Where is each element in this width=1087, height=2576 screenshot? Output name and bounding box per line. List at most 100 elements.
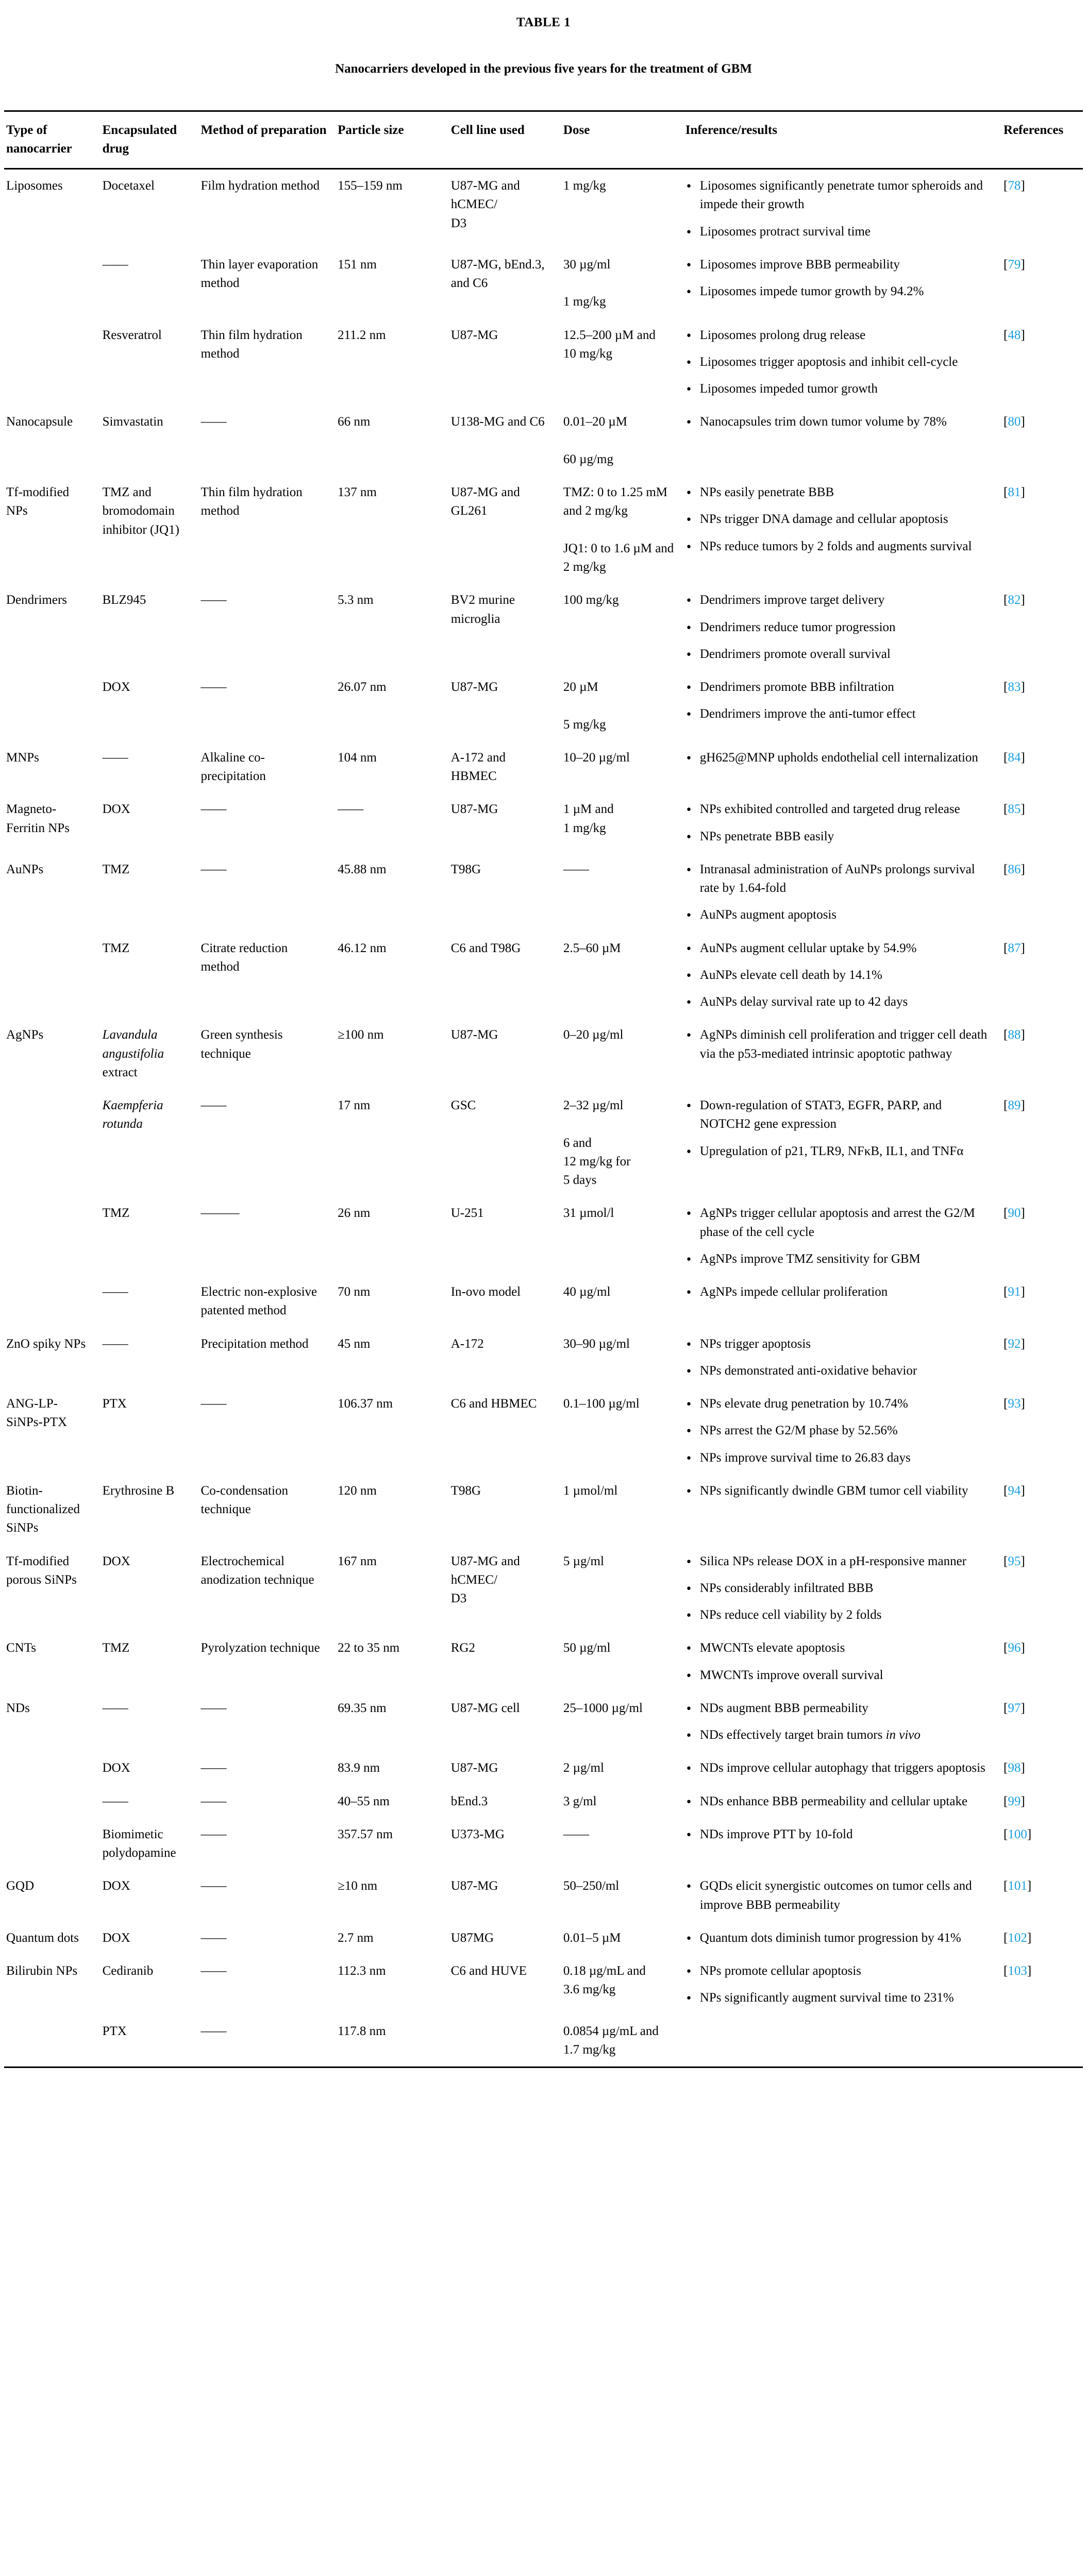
reference-bracket-close: ]	[1021, 593, 1025, 607]
cell-references: [83]	[1001, 671, 1083, 741]
inference-list: Nanocapsules trim down tumor volume by 7…	[685, 412, 994, 432]
cell-inference-results: Liposomes improve BBB permeability Liposo…	[683, 248, 1001, 319]
cell-cell-line-used: In-ovo model	[450, 1285, 521, 1299]
inference-bullet: NPs reduce cell viability by 2 folds	[685, 1605, 994, 1625]
reference-bracket-open: [	[1004, 328, 1008, 342]
cell-encapsulated-drug: DOX	[102, 1930, 130, 1945]
reference-link[interactable]: 103	[1008, 1964, 1027, 1978]
inference-bullet: NPs improve survival time to 26.83 days	[685, 1448, 994, 1468]
cell-method-of-preparation: ——	[200, 1701, 227, 1715]
cell-dose: 50 µg/ml	[563, 1641, 611, 1655]
table-row: TMZ ——— 26 nm U-251 31 µmol/l AgNPs trigger c…	[4, 1197, 1083, 1276]
reference-link[interactable]: 100	[1008, 1827, 1027, 1841]
inference-list: Quantum dots diminish tumor progression …	[685, 1928, 994, 1948]
cell-particle-size: 26 nm	[338, 1206, 371, 1221]
reference-link[interactable]: 98	[1008, 1761, 1021, 1775]
reference-link[interactable]: 96	[1008, 1641, 1021, 1655]
reference-bracket-open: [	[1004, 1028, 1008, 1042]
column-header-type-of-nanocarrier: Type of nanocarrier	[4, 110, 101, 170]
cell-type-of-nanocarrier: Dendrimers	[6, 593, 68, 607]
cell-cell-line-used: BV2 murine microglia	[450, 593, 515, 626]
reference-link[interactable]: 84	[1008, 750, 1021, 765]
reference-link[interactable]: 81	[1008, 485, 1021, 499]
reference-bracket-close: ]	[1021, 1794, 1025, 1808]
cell-particle-size: 69.35 nm	[338, 1701, 387, 1715]
cell-dose: 0.01–20 µM 60 µg/mg	[563, 415, 628, 466]
table-row: GQD DOX —— ≥10 nm U87-MG 50–250/ml GQDs elicit…	[4, 1870, 1083, 1922]
reference-link[interactable]: 82	[1008, 593, 1021, 607]
cell-particle-size: 211.2 nm	[338, 328, 386, 342]
cell-encapsulated-drug: Docetaxel	[102, 179, 155, 193]
table-row: AgNPs Lavandula angustifolia extract Green…	[4, 1019, 1083, 1089]
reference-link[interactable]: 83	[1008, 680, 1021, 694]
table-row: —— —— 40–55 nm bEnd.3 3 g/ml NDs enhance BBB …	[4, 1785, 1083, 1818]
cell-method-of-preparation: ——	[200, 1397, 227, 1411]
reference-bracket-open: [	[1004, 257, 1008, 272]
inference-bullet: AgNPs trigger cellular apoptosis and arr…	[685, 1204, 994, 1242]
reference-link[interactable]: 88	[1008, 1028, 1021, 1042]
cell-inference-results: Dendrimers improve target delivery Dendri…	[683, 584, 1001, 671]
cell-inference-results: MWCNTs elevate apoptosis MWCNTs improve o…	[683, 1632, 1001, 1692]
reference-link[interactable]: 85	[1008, 802, 1021, 817]
reference-link[interactable]: 87	[1008, 941, 1021, 955]
table-row: —— Thin layer evaporation method 151 nm U87…	[4, 248, 1083, 319]
inference-bullet: NPs exhibited controlled and targeted dr…	[685, 800, 994, 820]
reference-bracket-close: ]	[1021, 1285, 1025, 1299]
cell-cell-line-used: U87-MG	[450, 802, 498, 817]
cell-particle-size: ——	[338, 802, 364, 817]
reference-link[interactable]: 93	[1008, 1397, 1021, 1411]
table-number: TABLE 1	[516, 15, 571, 29]
inference-list: NPs trigger apoptosis NPs demonstrated an…	[685, 1334, 994, 1381]
table-row: Quantum dots DOX —— 2.7 nm U87MG 0.01–5 µM Qua…	[4, 1922, 1083, 1955]
reference-bracket-close: ]	[1021, 1483, 1025, 1498]
table-row: Nanocapsule Simvastatin —— 66 nm U138-MG and…	[4, 405, 1083, 476]
cell-cell-line-used: T98G	[450, 862, 481, 876]
reference-link[interactable]: 90	[1008, 1206, 1021, 1221]
cell-particle-size: 17 nm	[338, 1098, 371, 1112]
cell-encapsulated-drug: Simvastatin	[102, 415, 163, 429]
reference-link[interactable]: 99	[1008, 1794, 1021, 1808]
reference-link[interactable]: 89	[1008, 1098, 1021, 1112]
inference-list: AgNPs impede cellular proliferation	[685, 1282, 994, 1302]
reference-link[interactable]: 94	[1008, 1483, 1021, 1498]
cell-cell-line-used: U87-MG	[450, 1028, 498, 1042]
reference-link[interactable]: 80	[1008, 415, 1021, 429]
reference-bracket-open: [	[1004, 593, 1008, 607]
cell-references: [79]	[1001, 248, 1083, 319]
cell-particle-size: 66 nm	[338, 415, 371, 429]
cell-method-of-preparation: Film hydration method	[200, 179, 320, 193]
cell-encapsulated-drug: DOX	[102, 802, 130, 817]
cell-particle-size: 112.3 nm	[338, 1964, 386, 1978]
reference-link[interactable]: 79	[1008, 257, 1021, 272]
inference-bullet: Liposomes impeded tumor growth	[685, 379, 994, 399]
reference-link[interactable]: 95	[1008, 1554, 1021, 1568]
cell-encapsulated-drug: ——	[102, 1285, 128, 1299]
cell-encapsulated-drug: PTX	[102, 2024, 127, 2038]
cell-inference-results: Liposomes prolong drug release Liposomes …	[683, 319, 1001, 406]
cell-references: [87]	[1001, 932, 1083, 1019]
cell-particle-size: 45.88 nm	[338, 862, 387, 876]
reference-bracket-close: ]	[1027, 1827, 1032, 1841]
inference-bullet: AuNPs elevate cell death by 14.1%	[685, 965, 994, 986]
reference-link[interactable]: 101	[1008, 1879, 1027, 1893]
reference-link[interactable]: 86	[1008, 862, 1021, 876]
reference-link[interactable]: 78	[1008, 179, 1021, 193]
reference-link[interactable]: 48	[1008, 328, 1021, 342]
table-row: Resveratrol Thin film hydration method 211…	[4, 319, 1083, 406]
reference-link[interactable]: 97	[1008, 1701, 1021, 1715]
cell-inference-results: AuNPs augment cellular uptake by 54.9% Au…	[683, 932, 1001, 1019]
species-name: Lavandula angustifolia	[102, 1028, 164, 1061]
reference-link[interactable]: 92	[1008, 1336, 1021, 1351]
reference-bracket-open: [	[1004, 1098, 1008, 1112]
inference-bullet: Liposomes impede tumor growth by 94.2%	[685, 282, 994, 302]
inference-list: NPs promote cellular apoptosis NPs signif…	[685, 1961, 994, 2009]
reference-bracket-open: [	[1004, 750, 1008, 765]
column-header-method-of-preparation: Method of preparation	[198, 110, 336, 170]
cell-type-of-nanocarrier: Bilirubin NPs	[6, 1964, 78, 1978]
inference-list: NPs exhibited controlled and targeted dr…	[685, 800, 994, 847]
table-row: Bilirubin NPs Cediranib —— 112.3 nm C6 and H…	[4, 1955, 1083, 2015]
reference-bracket-open: [	[1004, 1641, 1008, 1655]
reference-link[interactable]: 102	[1008, 1930, 1027, 1945]
reference-link[interactable]: 91	[1008, 1285, 1021, 1299]
cell-references: [102]	[1001, 1922, 1083, 1955]
